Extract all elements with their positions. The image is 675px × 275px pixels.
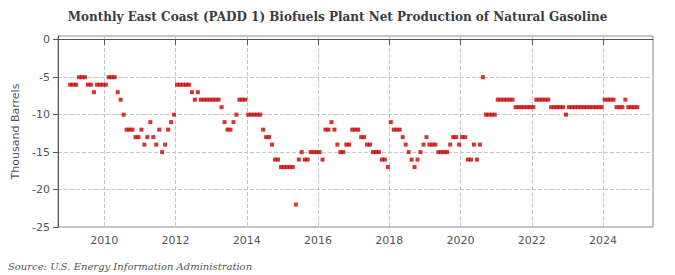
svg-text:2016: 2016 xyxy=(304,234,332,247)
svg-text:2010: 2010 xyxy=(90,234,118,247)
svg-text:2024: 2024 xyxy=(589,234,617,247)
svg-text:2018: 2018 xyxy=(375,234,403,247)
svg-text:2020: 2020 xyxy=(447,234,475,247)
svg-text:-25: -25 xyxy=(32,221,50,234)
svg-text:Thousand Barrels: Thousand Barrels xyxy=(9,83,22,180)
svg-text:2012: 2012 xyxy=(162,234,190,247)
svg-text:0: 0 xyxy=(43,33,50,46)
svg-text:2022: 2022 xyxy=(518,234,546,247)
svg-text:-20: -20 xyxy=(32,183,50,196)
svg-text:-15: -15 xyxy=(32,146,50,159)
svg-text:Monthly East Coast (PADD 1) Bi: Monthly East Coast (PADD 1) Biofuels Pla… xyxy=(68,10,608,24)
svg-text:-5: -5 xyxy=(39,71,50,84)
svg-text:2014: 2014 xyxy=(233,234,261,247)
svg-text:-10: -10 xyxy=(32,108,50,121)
svg-text:Source: U.S. Energy Informatio: Source: U.S. Energy Information Administ… xyxy=(8,261,252,272)
